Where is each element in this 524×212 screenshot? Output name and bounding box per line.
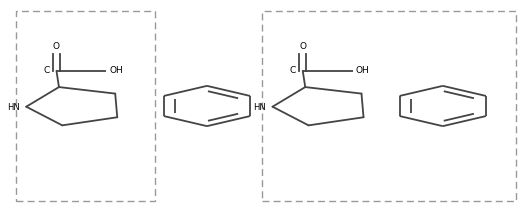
Text: C: C (290, 66, 296, 75)
Text: O: O (53, 42, 60, 51)
Text: HN: HN (7, 103, 20, 112)
Text: O: O (299, 42, 306, 51)
Text: OH: OH (356, 66, 369, 75)
Text: OH: OH (110, 66, 123, 75)
Text: HN: HN (254, 103, 266, 112)
Text: C: C (43, 66, 50, 75)
